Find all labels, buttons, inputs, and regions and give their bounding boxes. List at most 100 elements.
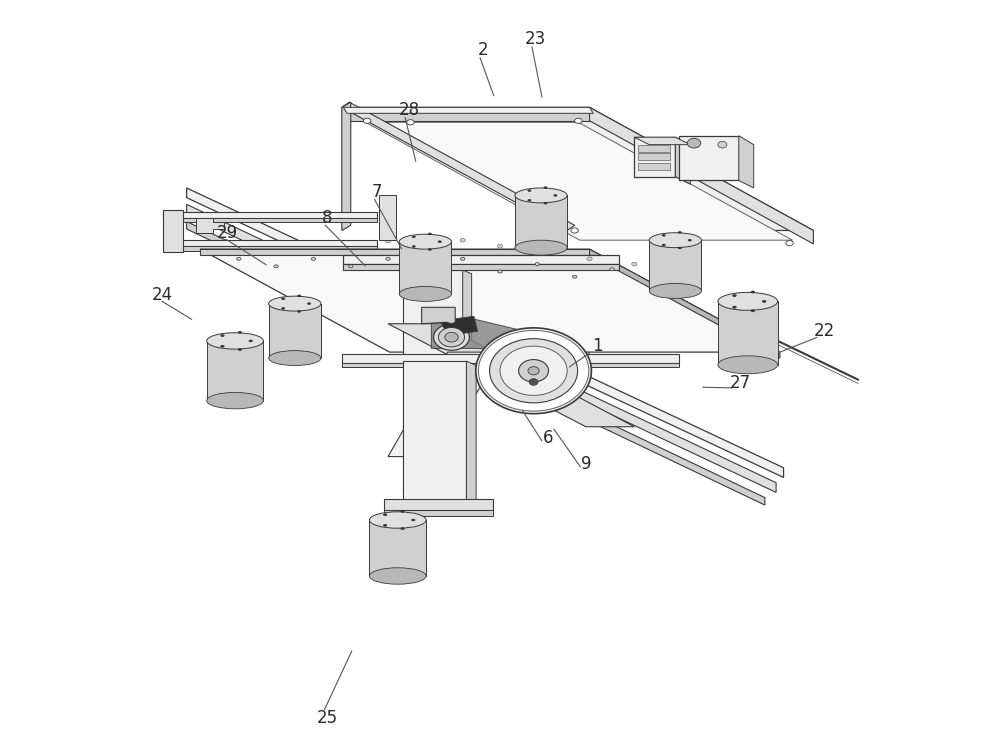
Ellipse shape bbox=[460, 258, 465, 261]
Ellipse shape bbox=[571, 228, 578, 233]
Text: 2: 2 bbox=[478, 41, 488, 59]
Ellipse shape bbox=[515, 240, 567, 255]
Ellipse shape bbox=[762, 300, 766, 303]
Polygon shape bbox=[388, 352, 500, 457]
Ellipse shape bbox=[662, 244, 665, 246]
Ellipse shape bbox=[554, 195, 557, 196]
Text: 29: 29 bbox=[217, 224, 238, 242]
Ellipse shape bbox=[221, 345, 224, 348]
Ellipse shape bbox=[249, 340, 252, 342]
Ellipse shape bbox=[718, 292, 778, 310]
Ellipse shape bbox=[662, 234, 665, 236]
Polygon shape bbox=[343, 255, 619, 264]
Polygon shape bbox=[343, 107, 593, 113]
Ellipse shape bbox=[445, 333, 458, 342]
Text: 23: 23 bbox=[525, 30, 546, 48]
Ellipse shape bbox=[383, 524, 387, 527]
Polygon shape bbox=[379, 195, 396, 240]
Polygon shape bbox=[638, 163, 670, 170]
Ellipse shape bbox=[386, 258, 390, 261]
Ellipse shape bbox=[207, 392, 263, 409]
Polygon shape bbox=[163, 240, 377, 246]
Ellipse shape bbox=[678, 231, 681, 233]
Text: 1: 1 bbox=[592, 337, 602, 355]
Ellipse shape bbox=[423, 265, 428, 268]
Ellipse shape bbox=[298, 311, 301, 312]
Polygon shape bbox=[163, 210, 183, 252]
Ellipse shape bbox=[610, 268, 614, 271]
Polygon shape bbox=[342, 107, 813, 231]
Ellipse shape bbox=[238, 331, 242, 333]
Ellipse shape bbox=[528, 367, 539, 374]
Polygon shape bbox=[342, 107, 590, 121]
Polygon shape bbox=[342, 363, 679, 367]
Text: 7: 7 bbox=[372, 183, 382, 201]
Ellipse shape bbox=[649, 283, 701, 298]
Ellipse shape bbox=[497, 244, 503, 248]
Ellipse shape bbox=[407, 120, 414, 125]
Ellipse shape bbox=[369, 568, 426, 584]
Polygon shape bbox=[366, 122, 793, 240]
Ellipse shape bbox=[669, 268, 674, 272]
Polygon shape bbox=[440, 316, 478, 336]
Ellipse shape bbox=[535, 249, 540, 253]
Polygon shape bbox=[466, 361, 476, 505]
Polygon shape bbox=[399, 242, 451, 294]
Ellipse shape bbox=[478, 330, 589, 411]
Polygon shape bbox=[590, 107, 813, 244]
Ellipse shape bbox=[221, 335, 224, 336]
Ellipse shape bbox=[412, 236, 415, 237]
Ellipse shape bbox=[528, 199, 531, 201]
Ellipse shape bbox=[423, 243, 428, 247]
Polygon shape bbox=[342, 102, 575, 231]
Ellipse shape bbox=[434, 324, 469, 351]
Ellipse shape bbox=[498, 270, 502, 273]
Ellipse shape bbox=[718, 142, 727, 148]
Ellipse shape bbox=[438, 327, 465, 347]
Ellipse shape bbox=[428, 249, 431, 250]
Ellipse shape bbox=[515, 188, 567, 203]
Polygon shape bbox=[343, 264, 619, 270]
Ellipse shape bbox=[535, 263, 540, 266]
Ellipse shape bbox=[572, 275, 577, 278]
Polygon shape bbox=[207, 341, 263, 401]
Ellipse shape bbox=[575, 118, 582, 124]
Polygon shape bbox=[634, 137, 690, 145]
Text: 22: 22 bbox=[814, 322, 835, 340]
Polygon shape bbox=[403, 270, 463, 494]
Ellipse shape bbox=[718, 356, 778, 374]
Ellipse shape bbox=[282, 298, 285, 300]
Ellipse shape bbox=[369, 512, 426, 528]
Text: 27: 27 bbox=[730, 374, 751, 392]
Polygon shape bbox=[431, 318, 556, 351]
Polygon shape bbox=[187, 204, 776, 492]
Ellipse shape bbox=[688, 239, 691, 241]
Polygon shape bbox=[463, 270, 472, 497]
Ellipse shape bbox=[632, 262, 637, 266]
Polygon shape bbox=[675, 137, 690, 184]
Polygon shape bbox=[200, 249, 590, 255]
Polygon shape bbox=[187, 188, 784, 477]
Ellipse shape bbox=[587, 257, 592, 261]
Ellipse shape bbox=[385, 239, 391, 243]
Ellipse shape bbox=[428, 233, 431, 234]
Text: 25: 25 bbox=[316, 709, 337, 727]
Polygon shape bbox=[634, 137, 675, 177]
Polygon shape bbox=[515, 195, 567, 248]
Ellipse shape bbox=[544, 187, 547, 189]
Ellipse shape bbox=[733, 294, 736, 297]
Ellipse shape bbox=[438, 240, 441, 243]
Ellipse shape bbox=[649, 233, 701, 248]
Polygon shape bbox=[384, 499, 493, 510]
Ellipse shape bbox=[238, 348, 242, 351]
Ellipse shape bbox=[476, 328, 591, 413]
Polygon shape bbox=[679, 136, 739, 181]
Ellipse shape bbox=[399, 286, 451, 301]
Ellipse shape bbox=[500, 346, 567, 395]
Ellipse shape bbox=[363, 118, 371, 124]
Ellipse shape bbox=[383, 514, 387, 516]
Polygon shape bbox=[718, 301, 778, 365]
Text: 8: 8 bbox=[322, 209, 332, 227]
Ellipse shape bbox=[282, 308, 285, 309]
Polygon shape bbox=[590, 249, 780, 358]
